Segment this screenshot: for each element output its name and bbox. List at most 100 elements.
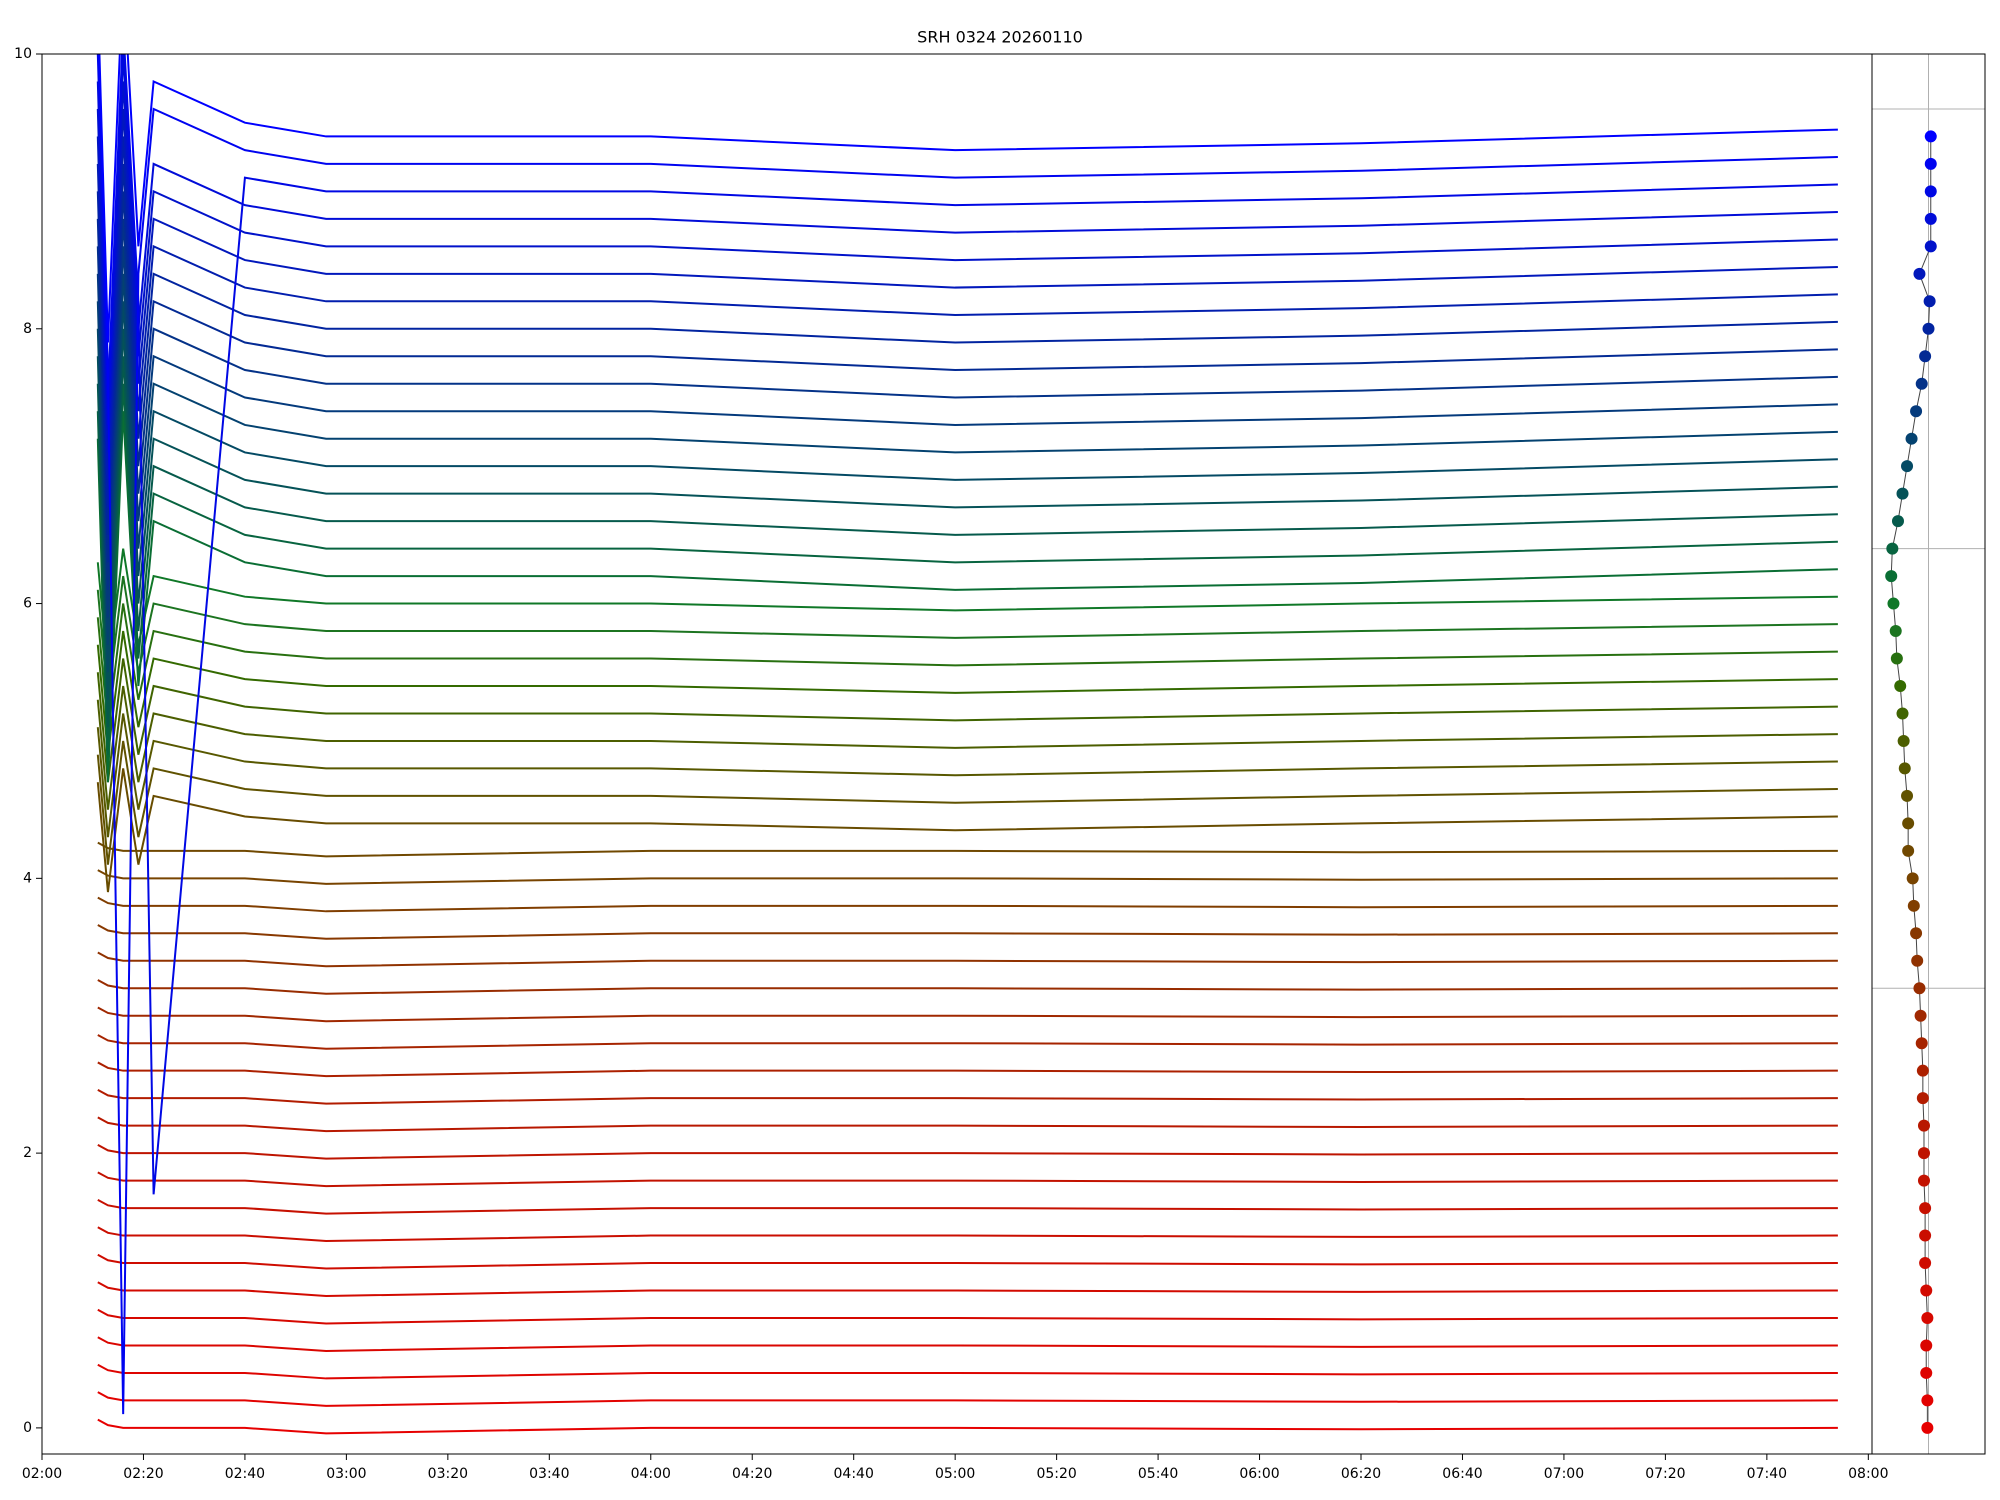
dot	[1905, 432, 1918, 445]
dot	[1916, 1064, 1929, 1077]
x-tick-label: 03:40	[529, 1466, 569, 1482]
dot	[1923, 295, 1936, 308]
dot	[1924, 212, 1937, 225]
dot	[1917, 1119, 1930, 1132]
dot	[1901, 460, 1914, 473]
dot	[1907, 899, 1920, 912]
dot	[1915, 1037, 1928, 1050]
trace	[96, 54, 1838, 425]
x-tick-label: 05:00	[935, 1466, 975, 1482]
x-tick-label: 02:40	[225, 1466, 265, 1482]
trace	[97, 1418, 1838, 1435]
trace	[96, 246, 1838, 618]
x-tick-label: 07:00	[1544, 1466, 1584, 1482]
trace	[96, 273, 1838, 645]
trace	[96, 713, 1838, 838]
trace	[96, 575, 1838, 700]
trace	[96, 768, 1838, 893]
trace	[96, 328, 1838, 700]
trace	[96, 191, 1838, 563]
dot	[1921, 1394, 1934, 1407]
x-tick-label: 07:20	[1645, 1466, 1685, 1482]
y-tick-label: 10	[14, 46, 32, 62]
x-tick-label: 06:40	[1442, 1466, 1482, 1482]
trace	[97, 1143, 1838, 1160]
dot	[1902, 844, 1915, 857]
y-tick-label: 6	[23, 596, 32, 612]
trace	[96, 740, 1838, 865]
dot	[1910, 405, 1923, 418]
dot	[1924, 185, 1937, 198]
x-tick-label: 06:00	[1239, 1466, 1279, 1482]
x-tick-label: 07:40	[1747, 1466, 1787, 1482]
dot	[1889, 625, 1902, 638]
trace	[96, 603, 1838, 728]
dot	[1910, 927, 1923, 940]
trace	[97, 1089, 1838, 1105]
dot	[1914, 1009, 1927, 1022]
trace	[97, 1171, 1838, 1188]
trace	[96, 108, 1838, 480]
trace	[96, 411, 1838, 783]
x-tick-label: 04:40	[834, 1466, 874, 1482]
trace	[96, 81, 1838, 453]
side-panel	[1872, 54, 1985, 1454]
trace	[97, 951, 1838, 968]
trace	[97, 54, 1838, 1415]
x-tick-label: 05:40	[1138, 1466, 1178, 1482]
y-tick-label: 4	[23, 870, 32, 886]
dot	[1919, 1257, 1932, 1270]
trace	[97, 1336, 1838, 1352]
trace	[96, 383, 1838, 755]
y-tick-label: 0	[23, 1420, 32, 1436]
dot	[1924, 240, 1937, 253]
dot	[1921, 1421, 1934, 1434]
dot	[1896, 707, 1909, 720]
trace	[96, 630, 1838, 755]
x-tick-label: 05:20	[1036, 1466, 1076, 1482]
chart-title: SRH 0324 20260110	[917, 28, 1083, 47]
trace	[97, 1198, 1838, 1215]
dot	[1891, 515, 1904, 528]
trace	[97, 1281, 1838, 1298]
x-tick-label: 03:20	[428, 1466, 468, 1482]
trace	[97, 1308, 1838, 1325]
trace	[97, 1006, 1838, 1023]
dot	[1915, 377, 1928, 390]
dot	[1920, 1366, 1933, 1379]
trace	[97, 1034, 1838, 1050]
x-tick-label: 06:20	[1341, 1466, 1381, 1482]
dot	[1919, 350, 1932, 363]
trace	[96, 658, 1838, 783]
trace	[97, 1116, 1838, 1133]
dot	[1924, 157, 1937, 170]
trace	[96, 54, 1838, 1195]
dot	[1917, 1147, 1930, 1160]
dot	[1913, 982, 1926, 995]
trace	[98, 54, 1838, 343]
dot	[1924, 130, 1937, 143]
dot	[1921, 1311, 1934, 1324]
dot	[1887, 597, 1900, 610]
plot-area	[96, 54, 1838, 1435]
dot	[1898, 762, 1911, 775]
trace	[96, 301, 1838, 673]
dot	[1886, 542, 1899, 555]
trace	[97, 869, 1838, 885]
dot	[1890, 652, 1903, 665]
trace	[96, 548, 1838, 673]
side-frame	[1871, 53, 1986, 1455]
x-tick-label: 04:20	[732, 1466, 772, 1482]
dot	[1901, 789, 1914, 802]
trace	[97, 1363, 1838, 1380]
y-tick-label: 8	[23, 321, 32, 337]
trace	[96, 163, 1838, 535]
dot	[1911, 954, 1924, 967]
y-tick-label: 2	[23, 1145, 32, 1161]
dot	[1920, 1339, 1933, 1352]
trace	[96, 218, 1838, 590]
trace	[97, 1061, 1838, 1078]
trace	[96, 136, 1838, 508]
dot	[1917, 1174, 1930, 1187]
